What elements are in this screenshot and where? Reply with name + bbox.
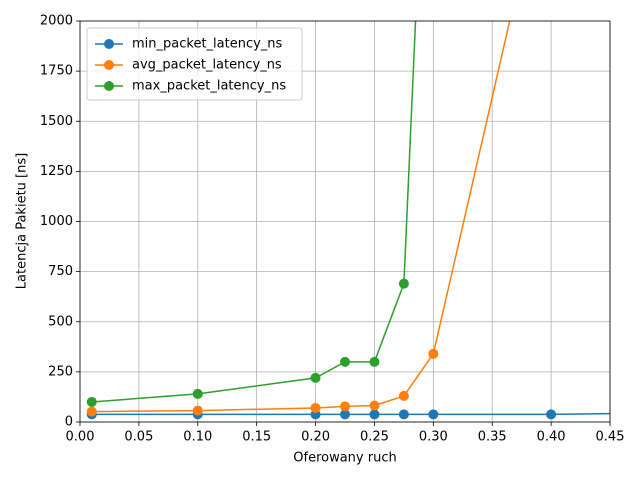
- data-point: [369, 400, 380, 411]
- x-tick-label: 0.05: [124, 430, 153, 445]
- series-line: [91, 412, 610, 416]
- ticks: 0.00 0.05 0.10 0.15 0.20 0.25 0.30 0.35 0.40 0.45…: [40, 14, 625, 445]
- data-point: [398, 390, 409, 401]
- x-axis-label: Oferowany ruch: [293, 451, 396, 466]
- x-tick-label: 0.00: [66, 430, 95, 445]
- y-tick-label: 2000: [40, 14, 73, 29]
- series-line: [91, 21, 511, 413]
- x-tick-label: 0.45: [596, 430, 625, 445]
- legend-box: [86, 27, 303, 101]
- y-tick-label: 1500: [40, 114, 73, 129]
- x-tick-label: 0.10: [183, 430, 212, 445]
- data-point: [310, 372, 321, 383]
- x-tick-label: 0.30: [419, 430, 448, 445]
- legend: min_packet_latency_ns avg_packet_latency_…: [86, 27, 303, 101]
- x-tick-label: 0.15: [242, 430, 271, 445]
- data-point: [398, 278, 409, 289]
- legend-label: min_packet_latency_ns: [132, 37, 283, 52]
- data-point: [546, 409, 557, 420]
- y-tick-label: 1250: [40, 164, 73, 179]
- x-tick-label: 0.20: [301, 430, 330, 445]
- data-point: [192, 388, 203, 399]
- legend-marker: [104, 60, 114, 70]
- y-tick-label: 1000: [40, 214, 73, 229]
- data-point: [340, 401, 350, 412]
- data-point: [340, 409, 350, 420]
- y-tick-label: 1750: [40, 64, 73, 79]
- data-point: [369, 409, 380, 420]
- data-point: [428, 409, 439, 420]
- data-point: [192, 405, 203, 416]
- y-tick-label: 250: [48, 364, 73, 379]
- data-point: [398, 409, 409, 420]
- y-tick-label: 750: [48, 264, 73, 279]
- data-point: [310, 402, 321, 413]
- plot-area: [86, 21, 610, 420]
- data-point: [86, 406, 97, 417]
- legend-label: avg_packet_latency_ns: [132, 58, 282, 73]
- y-tick-label: 0: [65, 415, 73, 430]
- legend-label: max_packet_latency_ns: [132, 79, 286, 94]
- data-point: [369, 356, 380, 367]
- legend-marker: [104, 39, 114, 49]
- x-tick-label: 0.35: [478, 430, 507, 445]
- data-point: [86, 396, 97, 407]
- y-tick-label: 500: [48, 314, 73, 329]
- y-axis-label: Latencja Pakietu [ns]: [15, 153, 30, 289]
- legend-marker: [104, 81, 114, 91]
- x-tick-label: 0.40: [537, 430, 566, 445]
- x-tick-label: 0.25: [360, 430, 389, 445]
- data-point: [428, 348, 439, 359]
- data-point: [340, 356, 350, 367]
